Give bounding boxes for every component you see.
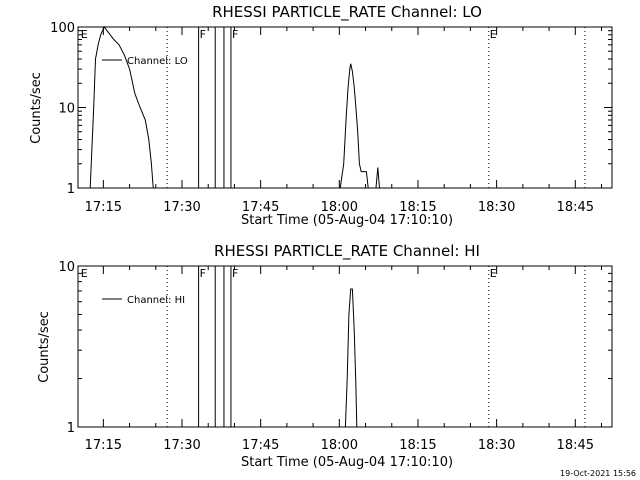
x-tick-label: 17:15: [85, 200, 122, 215]
series-line-lo: [375, 167, 380, 189]
panel-hi: RHESSI PARTICLE_RATE Channel: HI 17:15 17…: [37, 242, 613, 470]
panel-hi-ylabel: Counts/sec: [37, 311, 52, 383]
x-tick-label: 18:00: [321, 438, 358, 453]
panel-lo-ylabel: Counts/sec: [29, 72, 44, 144]
panel-hi-plot-frame: [77, 265, 613, 428]
x-tick-label: 17:45: [242, 200, 279, 215]
panel-lo-xlabel: Start Time (05-Aug-04 17:10:10): [241, 213, 453, 228]
y-tick-label: 1: [67, 182, 75, 197]
event-marker-label: F: [200, 28, 206, 41]
legend-label: Channel: LO: [127, 56, 188, 67]
x-tick-label: 18:15: [399, 200, 436, 215]
panel-lo-title: RHESSI PARTICLE_RATE Channel: LO: [212, 3, 482, 22]
footer-timestamp: 19-Oct-2021 15:56: [560, 469, 636, 478]
y-tick-label: 10: [58, 260, 75, 275]
event-marker-label: E: [490, 28, 497, 41]
panel-hi-xlabel: Start Time (05-Aug-04 17:10:10): [241, 455, 453, 470]
event-marker-label: E: [81, 28, 88, 41]
y-tick-label: 100: [50, 21, 75, 36]
series-line-lo: [89, 26, 154, 189]
x-tick-label: 17:30: [163, 438, 200, 453]
x-tick-label: 18:00: [321, 200, 358, 215]
panel-lo-content: 17:15 17:30 17:45 18:00 18:15 18:30 18:45 1 10 10…: [50, 21, 612, 215]
y-tick-label: 10: [58, 102, 75, 117]
legend-label: Channel: HI: [127, 295, 185, 306]
series-line-hi: [344, 288, 358, 428]
series-line-lo: [339, 63, 369, 189]
x-tick-label: 18:15: [399, 438, 436, 453]
panel-hi-content: 17:15 17:30 17:45 18:00 18:15 18:30 18:45 1 10 E F…: [58, 260, 612, 453]
x-tick-label: 17:30: [163, 200, 200, 215]
event-marker-label: E: [81, 267, 88, 280]
event-marker-label: E: [490, 267, 497, 280]
event-marker-label: F: [232, 267, 238, 280]
x-tick-label: 18:30: [478, 200, 515, 215]
event-marker-label: F: [200, 267, 206, 280]
panel-lo: RHESSI PARTICLE_RATE Channel: LO 17:15 17…: [29, 3, 613, 228]
x-tick-label: 18:45: [557, 438, 594, 453]
y-tick-label: 1: [67, 421, 75, 436]
event-marker-label: F: [232, 28, 238, 41]
x-tick-label: 18:45: [557, 200, 594, 215]
x-tick-label: 17:45: [242, 438, 279, 453]
x-tick-label: 17:15: [85, 438, 122, 453]
panel-hi-title: RHESSI PARTICLE_RATE Channel: HI: [214, 242, 480, 261]
x-tick-label: 18:30: [478, 438, 515, 453]
